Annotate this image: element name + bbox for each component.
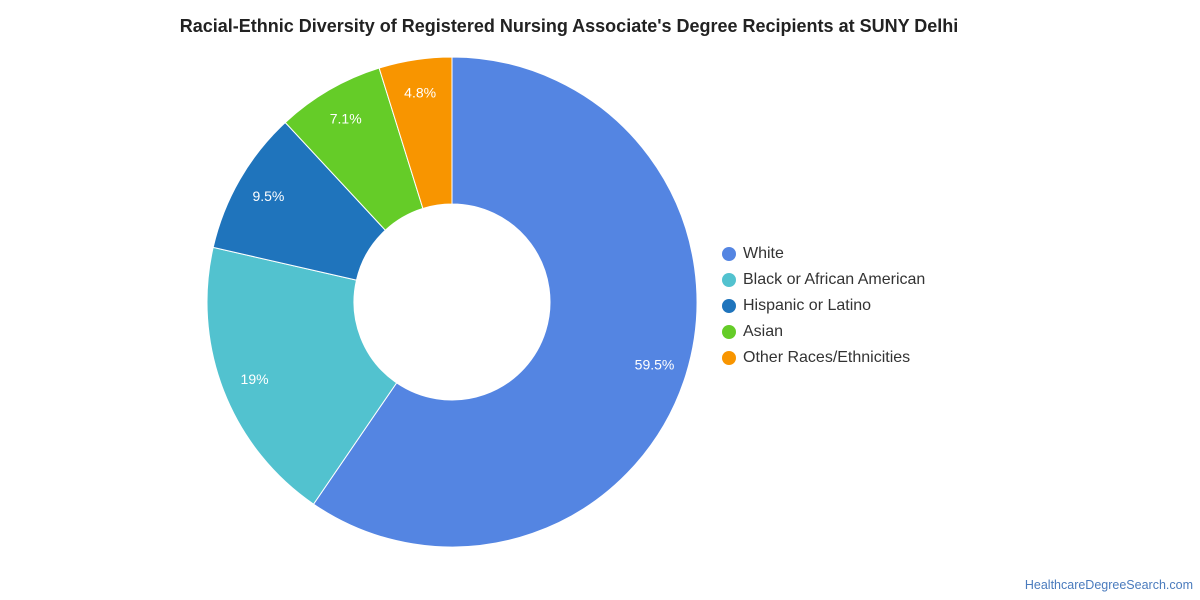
chart-title: Racial-Ethnic Diversity of Registered Nu… [179, 16, 959, 36]
slice-label: 4.8% [404, 84, 436, 100]
legend-item[interactable]: Black or African American [722, 267, 925, 293]
slice-other-races-ethnicities[interactable] [378, 56, 453, 210]
legend-item[interactable]: White [722, 241, 925, 267]
legend-marker [722, 325, 736, 339]
legend-item[interactable]: Asian [722, 319, 925, 345]
slice-white[interactable] [312, 56, 698, 548]
legend-marker [722, 299, 736, 313]
legend: White Black or African American Hispanic o… [722, 241, 925, 371]
slice-label: 9.5% [252, 188, 284, 204]
slice-label: 7.1% [330, 111, 362, 127]
legend-label: Other Races/Ethnicities [743, 349, 911, 366]
legend-item[interactable]: Hispanic or Latino [722, 293, 925, 319]
legend-item[interactable]: Other Races/Ethnicities [722, 345, 925, 371]
slice-label: 19% [241, 371, 269, 387]
source-credit[interactable]: HealthcareDegreeSearch.com [1024, 578, 1193, 592]
legend-label: Black or African American [743, 271, 926, 288]
legend-label: White [743, 245, 784, 262]
legend-marker [722, 273, 736, 287]
legend-label: Hispanic or Latino [743, 297, 872, 314]
legend-marker [722, 351, 736, 365]
slice-black-or-african-american[interactable] [206, 246, 398, 505]
legend-label: Asian [743, 323, 784, 340]
legend-marker [722, 247, 736, 261]
slice-label: 59.5% [635, 357, 675, 373]
